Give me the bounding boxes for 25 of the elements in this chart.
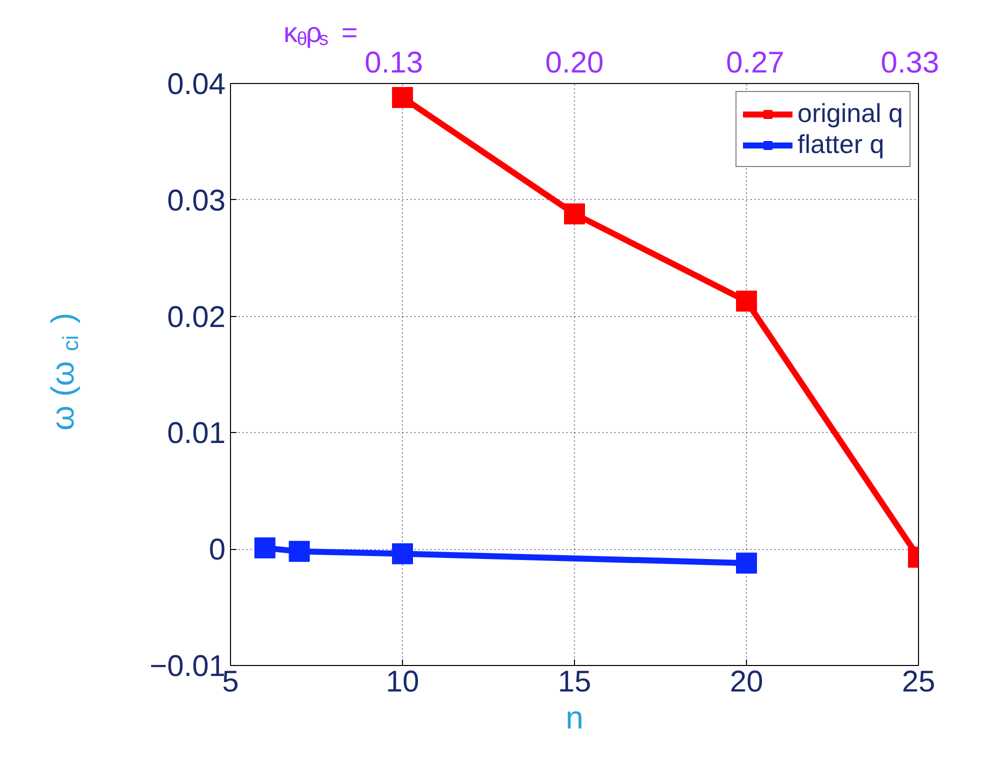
point xyxy=(736,290,757,312)
x-tick-label: 15 xyxy=(558,666,592,698)
legend-label: flatter q xyxy=(797,129,884,160)
point xyxy=(254,537,276,558)
x-tick-label: 10 xyxy=(386,666,420,698)
x2-tick-label: 0.27 xyxy=(726,46,784,80)
x2-tick-label: 0.20 xyxy=(545,46,604,80)
y-tick-label: 0.02 xyxy=(167,300,226,334)
y-tick-label: 0.01 xyxy=(167,417,226,450)
y-tick-label: 0.04 xyxy=(167,68,226,101)
point xyxy=(288,540,310,562)
y-axis-title: ω (ωci) xyxy=(44,312,83,430)
x-tick-label: 25 xyxy=(902,666,936,698)
x2-tick-label: 0.33 xyxy=(880,46,940,80)
legend-label: original q xyxy=(797,98,903,129)
point xyxy=(392,543,413,564)
x2-tick-label: 0.13 xyxy=(364,46,424,80)
y-tick-label: 0 xyxy=(208,534,226,567)
x-tick-label: 5 xyxy=(222,666,239,698)
x-tick-label: 20 xyxy=(730,666,764,698)
point xyxy=(392,86,413,108)
x-axis-title: n xyxy=(566,700,584,736)
point xyxy=(736,552,757,574)
y-tick-label: 0.03 xyxy=(167,184,226,218)
point xyxy=(564,203,585,224)
